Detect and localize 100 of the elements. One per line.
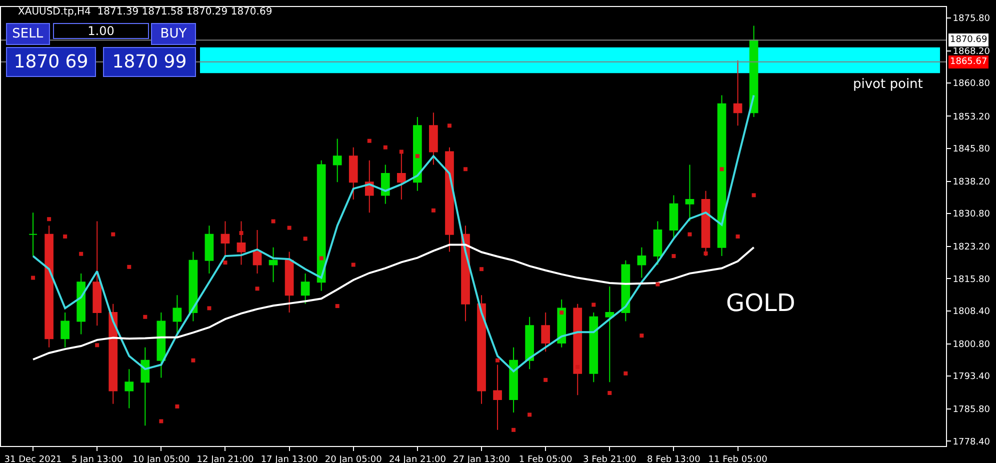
y-tick-label: 1830.80 [952,210,990,220]
point [255,286,260,291]
candlestick [413,116,422,192]
point [736,234,740,238]
x-tick-label: 3 Feb 21:00 [582,454,637,463]
point [431,208,436,212]
point [528,412,532,417]
point [47,217,52,222]
x-tick-label: 1 Feb 05:00 [518,454,573,463]
y-tick-label: 1853.20 [952,112,990,122]
y-tick-label: 1868.20 [952,47,990,58]
point [191,358,196,362]
candlestick [252,229,262,274]
candlestick [477,294,486,404]
point [335,304,340,308]
point [287,226,292,230]
y-tick-label: 1815.80 [952,274,990,285]
candlestick [188,251,198,322]
point [31,276,36,280]
candlestick [733,60,742,126]
candlestick [701,190,710,257]
annotation: 1870 99 [112,52,187,72]
annotation: GOLD [726,289,796,317]
candlestick [717,94,726,257]
candlestick [445,146,454,252]
candlestick [156,312,166,378]
candlestick [220,220,230,257]
candlestick [573,303,582,396]
y-tick-label: 1785.80 [952,405,990,416]
point [351,262,356,267]
point [463,167,468,172]
x-tick-label: 11 Feb 05:00 [708,454,768,463]
point [399,150,404,154]
candlestick [316,160,326,292]
annotation: 1.00 [88,24,114,38]
point [688,232,692,236]
point [592,302,596,307]
point [752,193,756,198]
y-tick-label: 1808.40 [952,306,990,317]
point [496,358,500,362]
candlestick [332,138,342,183]
point [111,232,116,236]
ref-line-label: 1865.67 [950,57,988,67]
point [159,419,164,424]
annotation: 1870 69 [14,52,88,72]
candlestick [284,251,294,314]
candlestick [60,312,70,348]
candlestick [637,246,646,278]
y-tick-label: 1823.20 [952,242,990,253]
chart-title: XAUUSD.tp,H4 1871.39 1871.58 1870.29 1870.69 [18,6,272,18]
candlestick [76,272,86,335]
candlestick [268,246,278,283]
candlestick [204,225,214,274]
point [175,404,180,408]
y-tick-label: 1875.80 [952,14,990,24]
point [303,236,308,241]
x-tick-label: 8 Feb 13:00 [647,454,701,463]
point [704,251,708,256]
point [640,334,644,338]
point [608,390,612,395]
y-tick-label: 1860.80 [952,79,990,90]
candlestick [300,272,310,304]
candlestick [589,312,598,383]
point [223,260,228,265]
candlestick [429,112,438,166]
point [720,167,724,172]
point [79,252,84,256]
band-label: pivot point [853,77,923,92]
ref-line-label: 1870.69 [950,35,988,45]
candlestick [541,312,550,352]
point [95,343,100,348]
point [415,154,420,158]
candlestick [236,220,246,266]
candlestick [140,346,150,426]
candlestick [92,220,102,326]
candlestick [605,286,614,383]
annotation: SELL [12,26,44,42]
point [383,145,388,150]
point [480,267,484,272]
candlestick [493,364,502,430]
x-tick-label: 31 Dec 2021 [4,454,62,463]
point [624,371,628,376]
point [143,314,148,319]
point [63,234,68,238]
y-tick-label: 1838.20 [952,177,990,188]
point [271,219,276,224]
point [560,310,564,315]
candlestick [653,220,662,266]
annotation: BUY [160,26,187,42]
point [512,428,516,432]
y-tick-label: 1793.40 [952,372,990,382]
point [656,282,660,286]
candlestick [397,151,406,200]
y-tick-label: 1778.40 [952,437,990,448]
y-tick-label: 1845.80 [952,144,990,154]
candlestick [172,294,182,335]
candlestick [28,212,38,257]
point [319,256,324,260]
point [127,264,132,269]
candlestick [44,225,54,348]
